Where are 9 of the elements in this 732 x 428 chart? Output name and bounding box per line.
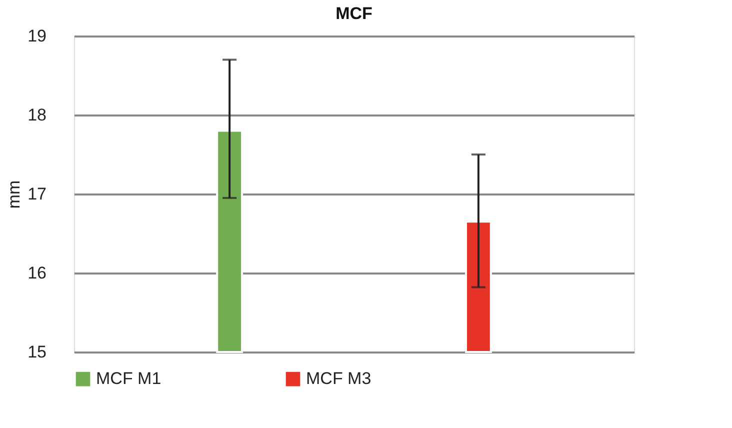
y-tick-label: 15 [28,342,46,362]
y-tick-label: 19 [28,26,46,46]
y-axis-title: mm [4,180,24,209]
legend-label: MCF M1 [96,369,162,388]
y-tick-label: 18 [28,106,46,124]
chart-title: MCF [336,4,372,23]
y-tick-label: 16 [28,264,46,282]
y-tick-label: 17 [28,184,46,204]
legend-label: MCF M3 [306,369,372,388]
